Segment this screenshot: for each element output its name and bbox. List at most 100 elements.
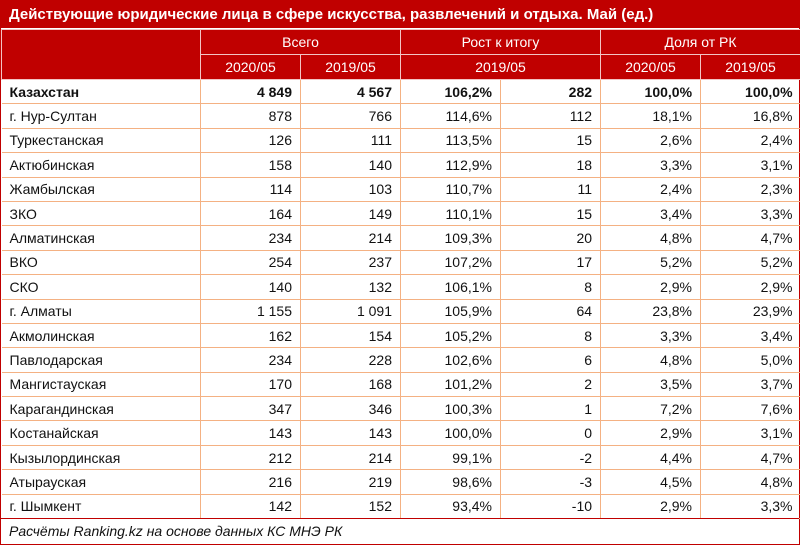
cell-share-2019: 2,9% [700, 274, 800, 300]
table-row: Алматинская 234 214 109,3% 20 4,8% 4,7% [1, 225, 800, 251]
cell-share-2020: 7,2% [600, 396, 702, 422]
cell-growth-abs: 20 [500, 225, 602, 251]
cell-region: Алматинская [1, 225, 201, 251]
cell-region: Акмолинская [1, 323, 201, 349]
cell-growth-abs: -3 [500, 469, 602, 495]
cell-region: Туркестанская [1, 128, 201, 154]
cell-share-2020: 2,4% [600, 177, 702, 202]
cell-region: г. Шымкент [1, 494, 201, 520]
cell-share-2020: 4,8% [600, 347, 702, 373]
table-row: Атырауская 216 219 98,6% -3 4,5% 4,8% [1, 469, 800, 495]
cell-growth-pct: 101,2% [400, 372, 501, 398]
cell-growth-pct: 106,2% [400, 79, 501, 105]
cell-total-2020: 878 [200, 103, 301, 129]
table-row: Акмолинская 162 154 105,2% 8 3,3% 3,4% [1, 323, 800, 349]
cell-total-2019: 1 091 [300, 299, 401, 324]
cell-share-2019: 2,4% [700, 128, 800, 154]
table-row: Туркестанская 126 111 113,5% 15 2,6% 2,4% [1, 128, 800, 154]
cell-growth-abs: 1 [500, 396, 602, 422]
cell-growth-pct: 100,3% [400, 396, 501, 422]
cell-total-2020: 114 [200, 177, 301, 202]
table-row: Мангистауская 170 168 101,2% 2 3,5% 3,7% [1, 372, 800, 398]
cell-total-2019: 346 [300, 396, 401, 422]
cell-total-2019: 143 [300, 420, 401, 446]
cell-region: СКО [1, 274, 201, 300]
subheader-share-2019: 2019/05 [700, 54, 800, 80]
cell-total-2019: 214 [300, 225, 401, 251]
cell-region: Жамбылская [1, 177, 201, 202]
cell-share-2020: 3,5% [600, 372, 702, 398]
cell-growth-abs: 15 [500, 201, 602, 227]
table-row: г. Шымкент 142 152 93,4% -10 2,9% 3,3% [1, 494, 800, 520]
cell-region: г. Нур-Султан [1, 103, 201, 129]
cell-total-2020: 216 [200, 469, 301, 495]
source-note: Расчёты Ranking.kz на основе данных КС М… [1, 518, 799, 544]
cell-region: ВКО [1, 250, 201, 276]
cell-total-2020: 164 [200, 201, 301, 227]
table-row: г. Нур-Султан 878 766 114,6% 112 18,1% 16,8% [1, 103, 800, 129]
cell-region: г. Алматы [1, 299, 201, 324]
cell-total-2020: 143 [200, 420, 301, 446]
cell-share-2019: 23,9% [700, 299, 800, 324]
header-group-growth: Рост к итогу [399, 29, 602, 55]
cell-total-2019: 132 [300, 274, 401, 300]
cell-total-2019: 214 [300, 445, 401, 471]
cell-share-2019: 100,0% [700, 79, 800, 105]
cell-growth-abs: 17 [500, 250, 602, 276]
cell-total-2019: 154 [300, 323, 401, 349]
cell-growth-pct: 106,1% [400, 274, 501, 300]
data-table: Всего Рост к итогу Доля от РК 2020/05 20… [1, 29, 800, 520]
cell-region: Кызылординская [1, 445, 201, 471]
table-row: Павлодарская 234 228 102,6% 6 4,8% 5,0% [1, 347, 800, 373]
table-row-total: Казахстан 4 849 4 567 106,2% 282 100,0% 100,0% [1, 79, 800, 105]
cell-total-2020: 162 [200, 323, 301, 349]
cell-share-2019: 16,8% [700, 103, 800, 129]
cell-share-2020: 100,0% [600, 79, 702, 105]
table-title: Действующие юридические лица в сфере иск… [1, 1, 799, 29]
cell-total-2020: 347 [200, 396, 301, 422]
cell-region: Костанайская [1, 420, 201, 446]
cell-share-2019: 4,7% [700, 445, 800, 471]
cell-growth-abs: 15 [500, 128, 602, 154]
subheader-total-2019: 2019/05 [300, 54, 401, 80]
cell-growth-abs: 11 [500, 177, 602, 202]
cell-growth-pct: 110,7% [400, 177, 501, 202]
cell-growth-pct: 105,2% [400, 323, 501, 349]
cell-region: Карагандинская [1, 396, 201, 422]
table-row: ВКО 254 237 107,2% 17 5,2% 5,2% [1, 250, 800, 276]
cell-share-2020: 5,2% [600, 250, 702, 276]
table-row: Кызылординская 212 214 99,1% -2 4,4% 4,7% [1, 445, 800, 471]
cell-growth-pct: 93,4% [400, 494, 501, 520]
cell-share-2019: 5,2% [700, 250, 800, 276]
cell-share-2020: 4,4% [600, 445, 702, 471]
cell-growth-pct: 109,3% [400, 225, 501, 251]
cell-share-2019: 2,3% [700, 177, 800, 202]
cell-growth-abs: -2 [500, 445, 602, 471]
cell-total-2019: 149 [300, 201, 401, 227]
cell-growth-abs: 18 [500, 152, 602, 178]
cell-total-2019: 4 567 [300, 79, 401, 105]
cell-share-2020: 3,4% [600, 201, 702, 227]
cell-region: Атырауская [1, 469, 201, 495]
cell-region: Павлодарская [1, 347, 201, 373]
cell-total-2019: 103 [300, 177, 401, 202]
cell-total-2020: 158 [200, 152, 301, 178]
cell-share-2020: 2,9% [600, 274, 702, 300]
subheader-share-2020: 2020/05 [600, 54, 702, 80]
cell-growth-pct: 98,6% [400, 469, 501, 495]
cell-growth-abs: 64 [500, 299, 602, 324]
cell-total-2020: 126 [200, 128, 301, 154]
cell-share-2019: 3,3% [700, 201, 800, 227]
cell-total-2019: 152 [300, 494, 401, 520]
cell-total-2019: 228 [300, 347, 401, 373]
table-row: Актюбинская 158 140 112,9% 18 3,3% 3,1% [1, 152, 800, 178]
subheader-total-2020: 2020/05 [200, 54, 301, 80]
cell-share-2020: 4,8% [600, 225, 702, 251]
cell-share-2020: 2,9% [600, 420, 702, 446]
cell-total-2020: 170 [200, 372, 301, 398]
header-group-total: Всего [200, 29, 401, 55]
cell-share-2019: 3,4% [700, 323, 800, 349]
cell-total-2019: 766 [300, 103, 401, 129]
cell-share-2019: 4,7% [700, 225, 800, 251]
cell-total-2020: 254 [200, 250, 301, 276]
